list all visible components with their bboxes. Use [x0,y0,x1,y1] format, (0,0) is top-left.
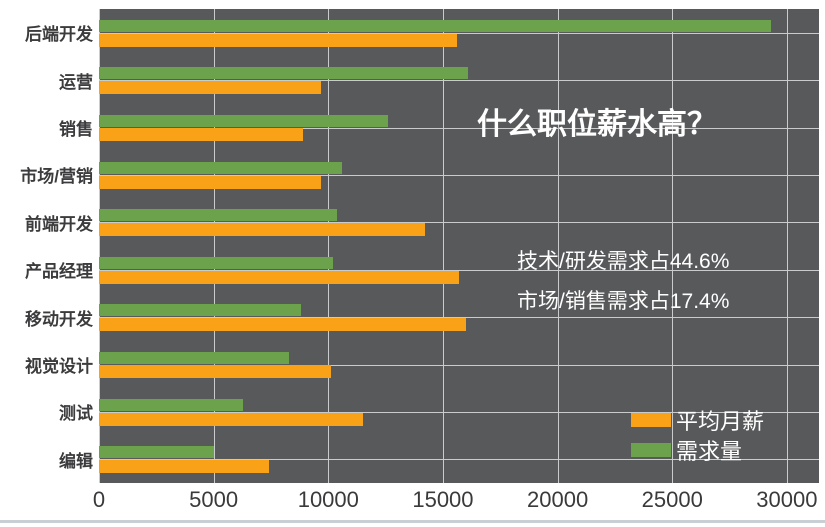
salary-bar [99,175,322,189]
salary-bar [99,365,331,379]
bar-row [99,151,819,198]
legend-label: 平均月薪 [676,409,765,434]
annotation-tech-demand: 技术/研发需求占44.6% [517,250,730,273]
category-label: 后端开发 [25,25,93,45]
bar-row [99,56,819,103]
axis-tick-label: 5000 [189,487,239,512]
gridline-horizontal [99,222,819,224]
demand-bar [99,114,388,127]
category-label: 测试 [59,404,93,424]
category-label: 移动开发 [25,309,93,329]
salary-swatch [631,413,671,427]
bar-row [99,436,819,483]
category-label: 运营 [59,72,93,92]
gridline-vertical [442,9,444,483]
gridline-vertical [672,9,674,483]
category-axis: 后端开发运营销售市场/营销前端开发产品经理移动开发视觉设计测试编辑 [0,9,93,483]
plot-area: 什么职位薪水高？ 技术/研发需求占44.6% 市场/销售需求占17.4% 平均月… [99,9,819,483]
axis-tick-label: 20000 [527,487,589,512]
gridline-horizontal [99,80,819,82]
legend-entry: 平均月薪 [631,409,764,434]
demand-bar [99,161,343,174]
bar-rows [99,9,819,483]
chart-title: 什么职位薪水高？ [477,108,717,141]
axis-tick-label: 30000 [756,487,818,512]
demand-bar [99,67,469,80]
gridline-vertical [786,9,788,483]
category-label: 市场/营销 [20,167,93,187]
value-axis: 0 5000 10000 15000 20000 25000 30000 [93,487,819,517]
gridline-vertical [99,9,100,483]
gridline-horizontal [99,127,819,129]
salary-bar [99,412,363,426]
demand-bar [99,304,301,317]
gridline-horizontal [99,174,819,176]
demand-bar [99,446,214,459]
category-label: 视觉设计 [25,356,93,376]
gridline-vertical [328,9,330,483]
salary-bar [99,270,459,284]
bar-row [99,388,819,435]
demand-bar [99,398,244,411]
gridline-horizontal [99,411,819,413]
axis-tick-label: 10000 [297,487,359,512]
axis-tick-label: 15000 [412,487,474,512]
demand-bar [99,351,290,364]
axis-tick-label: 0 [92,487,106,512]
gridline-horizontal [99,269,819,271]
gridline-horizontal [99,32,819,34]
salary-bar [99,223,425,237]
category-label: 产品经理 [25,262,93,282]
demand-bar [99,209,338,222]
salary-bar [99,81,322,95]
legend-label: 需求量 [676,439,743,464]
bottom-rule [0,520,825,523]
gridline-vertical [557,9,559,483]
category-label: 前端开发 [25,214,93,234]
legend: 平均月薪 需求量 [631,409,764,473]
bar-row [99,246,819,293]
bar-row [99,9,819,56]
gridline-horizontal [99,459,819,461]
demand-bar [99,256,333,269]
bar-row [99,104,819,151]
legend-entry: 需求量 [631,439,764,464]
axis-tick-label: 25000 [641,487,703,512]
gridline-horizontal [99,317,819,319]
salary-bar [99,460,269,474]
salary-bar [99,33,457,47]
bar-row [99,293,819,340]
demand-bar [99,19,771,32]
category-label: 编辑 [59,451,93,471]
category-label: 销售 [59,119,93,139]
annotation-market-demand: 市场/销售需求占17.4% [517,290,730,313]
bar-row [99,199,819,246]
gridline-horizontal [99,364,819,366]
gridline-vertical [213,9,215,483]
salary-bar [99,318,466,332]
demand-swatch [631,443,671,457]
bar-row [99,341,819,388]
salary-bar [99,128,304,142]
